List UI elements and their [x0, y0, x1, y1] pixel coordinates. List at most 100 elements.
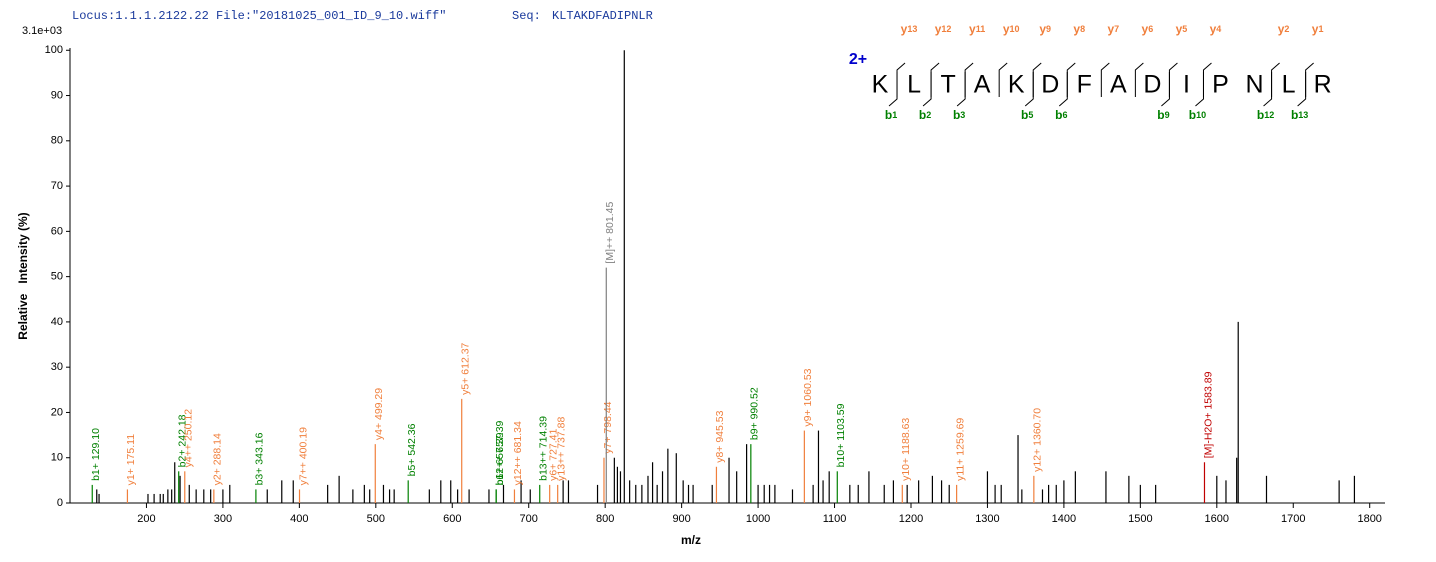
peak-label: y7+ 798.44: [602, 401, 614, 453]
y-ion-bracket: [896, 62, 906, 97]
peak-label: y4+ 499.29: [373, 388, 385, 440]
peak-label: y11+ 1259.69: [954, 418, 966, 481]
y-ion-number: 9: [1046, 24, 1051, 34]
y-ion-symbol: y: [1278, 22, 1285, 36]
y-tick-label: 10: [51, 452, 63, 464]
b-ion-number: 12: [1264, 110, 1274, 120]
residue: A: [1110, 71, 1127, 99]
y-ion-symbol: y: [1312, 22, 1319, 36]
y-ion-label: y1: [1312, 22, 1324, 36]
b-ion-label: b1: [885, 108, 897, 122]
b-ion-symbol: b: [1257, 108, 1264, 122]
y-ion-label: y13: [901, 22, 918, 36]
b-ion-symbol: b: [953, 108, 960, 122]
x-tick-label: 1500: [1128, 513, 1152, 525]
b-ion-symbol: b: [1021, 108, 1028, 122]
y-ion-label: y7: [1107, 22, 1119, 36]
y-ion-bracket: [998, 62, 1008, 97]
peak-label: y10+ 1188.63: [900, 418, 912, 481]
y-ion-bracket: [1066, 62, 1076, 97]
residue: L: [1282, 71, 1296, 99]
y-ion-symbol: y: [1039, 22, 1046, 36]
y-ion-number: 12: [941, 24, 951, 34]
y-ion-symbol: y: [1073, 22, 1080, 36]
residue: N: [1246, 71, 1264, 99]
b-ion-number: 1: [892, 110, 897, 120]
y-ion-symbol: y: [935, 22, 942, 36]
x-tick-label: 300: [214, 513, 232, 525]
peak-label: b10+ 1103.59: [835, 403, 847, 467]
charge-label: 2+: [849, 51, 867, 68]
peak-label: y12+ 1360.70: [1032, 408, 1044, 472]
y-ion-bracket: [1202, 62, 1212, 97]
y-tick-label: 90: [51, 89, 63, 101]
y-ion-symbol: y: [969, 22, 976, 36]
y-ion-label: y12: [935, 22, 952, 36]
residue: A: [974, 71, 991, 99]
peak-label: y2+ 288.14: [212, 433, 224, 485]
b-ion-number: 10: [1196, 110, 1206, 120]
header-locus: Locus:1.1.1.2122.22 File:"20181025_001_I…: [72, 9, 446, 23]
peak-label: b13++ 714.39: [538, 416, 550, 481]
residue: R: [1314, 71, 1332, 99]
b-ion-number: 2: [926, 110, 931, 120]
y-ion-label: y9: [1039, 22, 1051, 36]
y-ion-symbol: y: [1176, 22, 1183, 36]
b-ion-label: b6: [1055, 108, 1067, 122]
peak-label: y8+ 945.53: [714, 410, 726, 462]
peak-label: b3+ 343.16: [254, 432, 266, 485]
peak-label: y5+ 612.37: [460, 342, 472, 394]
b-ion-symbol: b: [1055, 108, 1062, 122]
y-ion-bracket: [1271, 62, 1280, 97]
b-ion-number: 3: [960, 110, 965, 120]
peak-label: y6+ 727.41: [547, 428, 559, 480]
y-ion-label: y6: [1142, 22, 1154, 36]
y-tick-label: 80: [51, 135, 63, 147]
y-ion-number: 2: [1284, 24, 1289, 34]
y-ion-number: 5: [1182, 24, 1187, 34]
residue: L: [907, 71, 921, 99]
b-ion-bracket: [956, 72, 966, 107]
y-tick-label: 0: [57, 497, 63, 509]
y-ion-symbol: y: [1142, 22, 1149, 36]
peak-label: y13++ 737.88: [555, 417, 567, 481]
y-ion-label: y5: [1176, 22, 1188, 36]
y-ion-bracket: [964, 62, 974, 97]
y-ion-number: 8: [1080, 24, 1085, 34]
y-ion-number: 6: [1148, 24, 1153, 34]
residue: T: [940, 71, 955, 99]
y-ion-bracket: [1032, 62, 1042, 97]
b-ion-label: b12: [1257, 108, 1274, 122]
y-ion-number: 11: [976, 24, 986, 34]
x-axis-label: m/z: [681, 533, 701, 547]
header-seq: KLTAKDFADIPNLR: [552, 9, 653, 23]
b-ion-label: b13: [1291, 108, 1308, 122]
b-ion-bracket: [922, 72, 932, 107]
residue: P: [1212, 71, 1229, 99]
y-ion-label: y2: [1278, 22, 1290, 36]
header-seq-label: Seq:: [512, 9, 541, 23]
y-tick-label: 40: [51, 316, 63, 328]
b-ion-label: b5: [1021, 108, 1033, 122]
residue: D: [1143, 71, 1161, 99]
b-ion-bracket: [1024, 72, 1034, 107]
b-ion-number: 13: [1298, 110, 1308, 120]
y-ion-bracket: [930, 62, 940, 97]
y-ion-bracket: [1100, 62, 1110, 97]
peak-label: y12++ 681.34: [512, 421, 524, 485]
residue: I: [1183, 71, 1190, 99]
b-ion-bracket: [1297, 72, 1307, 107]
b-ion-label: b9: [1157, 108, 1169, 122]
x-tick-label: 1100: [823, 513, 847, 525]
y-axis-label: Relative Intensity (%): [16, 212, 30, 339]
y-ion-bracket: [1134, 62, 1144, 97]
y-ion-symbol: y: [1210, 22, 1217, 36]
y-ion-bracket: [1168, 62, 1178, 97]
y-ion-symbol: y: [901, 22, 908, 36]
peak-label: y7++ 400.19: [297, 427, 309, 486]
b-ion-bracket: [1058, 72, 1068, 107]
b-ion-symbol: b: [1157, 108, 1164, 122]
y-ion-symbol: y: [1003, 22, 1010, 36]
y-ion-number: 10: [1010, 24, 1020, 34]
y-ion-symbol: y: [1107, 22, 1114, 36]
